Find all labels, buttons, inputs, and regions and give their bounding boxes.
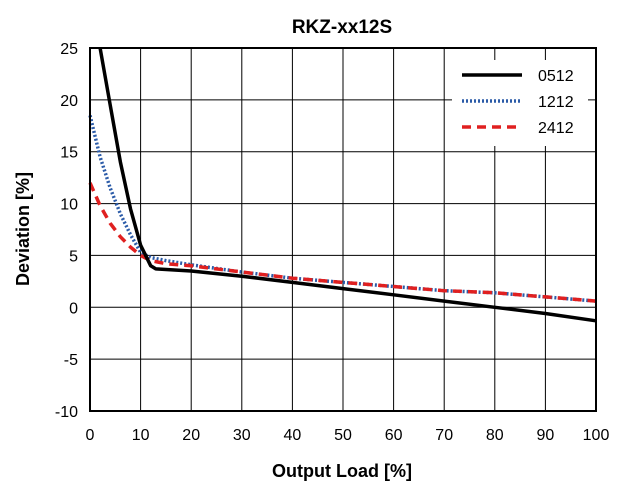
x-tick-label: 90 bbox=[537, 427, 555, 444]
series-line-1212 bbox=[88, 114, 597, 303]
y-tick-labels: -10 -5 0 5 10 15 20 25 bbox=[55, 41, 78, 421]
legend-label: 1212 bbox=[538, 94, 574, 111]
y-tick-label: 25 bbox=[60, 41, 78, 58]
y-tick-label: 20 bbox=[60, 93, 78, 110]
x-tick-label: 50 bbox=[334, 427, 352, 444]
x-tick-label: 80 bbox=[486, 427, 504, 444]
x-tick-label: 60 bbox=[385, 427, 403, 444]
x-tick-label: 70 bbox=[435, 427, 453, 444]
y-tick-label: -10 bbox=[55, 404, 78, 421]
x-tick-label: 0 bbox=[86, 427, 95, 444]
x-tick-labels: 0 10 20 30 40 50 60 70 80 90 100 bbox=[86, 427, 610, 444]
x-tick-label: 10 bbox=[132, 427, 150, 444]
series-line-0512 bbox=[98, 47, 597, 323]
plot-series bbox=[88, 47, 597, 323]
y-tick-label: 5 bbox=[69, 248, 78, 265]
y-tick-label: -5 bbox=[64, 352, 78, 369]
legend-label: 2412 bbox=[538, 120, 574, 137]
y-tick-label: 15 bbox=[60, 145, 78, 162]
x-tick-label: 100 bbox=[583, 427, 610, 444]
x-tick-label: 40 bbox=[284, 427, 302, 444]
plot-frame bbox=[89, 47, 597, 412]
legend-label: 0512 bbox=[538, 68, 574, 85]
y-axis-title: Deviation [%] bbox=[13, 172, 33, 286]
x-tick-label: 30 bbox=[233, 427, 251, 444]
y-tick-label: 10 bbox=[60, 197, 78, 214]
series-line-2412 bbox=[88, 182, 597, 303]
chart-title: RKZ-xx12S bbox=[292, 17, 392, 38]
legend: 0512 1212 2412 bbox=[452, 60, 588, 146]
y-tick-label: 0 bbox=[69, 300, 78, 317]
x-axis-title: Output Load [%] bbox=[272, 461, 412, 481]
x-tick-label: 20 bbox=[182, 427, 200, 444]
